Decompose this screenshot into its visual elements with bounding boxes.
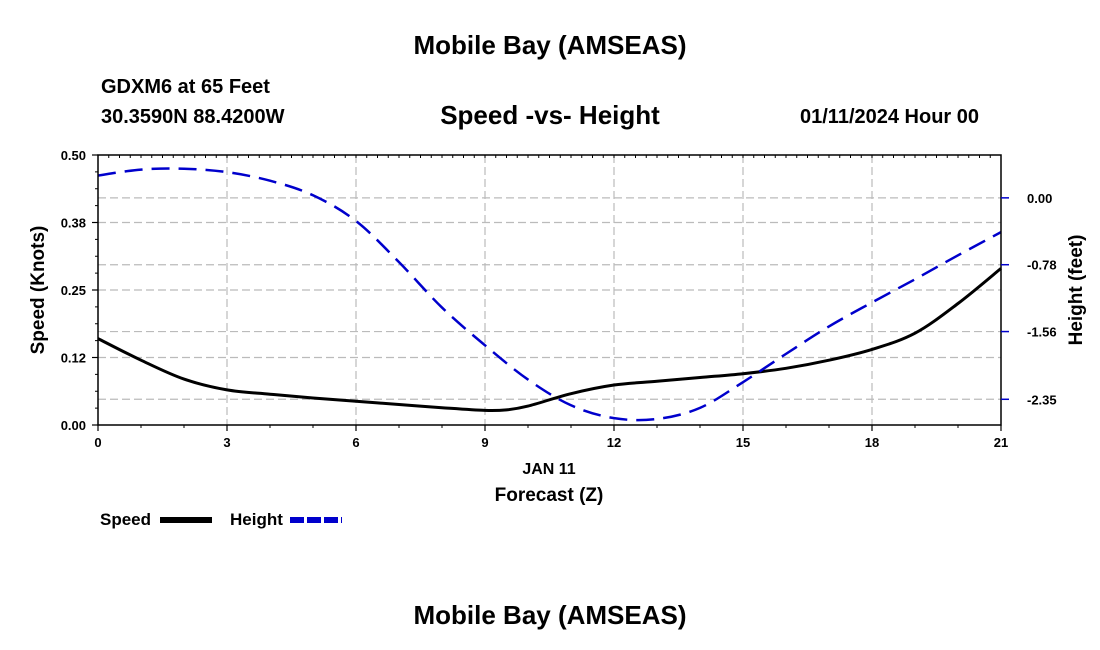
y2-axis-title: Height (feet) (1066, 235, 1087, 346)
x-tick-label: 21 (994, 435, 1008, 450)
date-label: 01/11/2024 Hour 00 (800, 106, 980, 128)
coordinates-label: 30.3590N 88.4200W (101, 106, 285, 128)
axis-tick-labels: 0 3 6 9 12 15 18 21 0.00 0.12 0.25 0.38 0.50 0.00 -0.7… (61, 148, 1057, 450)
legend-speed-label: Speed (100, 510, 151, 529)
axis-ticks (92, 154, 1009, 431)
y2-tick-label: 0.00 (1027, 191, 1052, 206)
x-tick-label: 0 (94, 435, 101, 450)
grid-lines (98, 155, 1001, 425)
y2-tick-label: -2.35 (1027, 392, 1057, 407)
series-lines (97, 167, 1002, 422)
x-tick-label: 9 (481, 435, 488, 450)
station-label: GDXM6 at 65 Feet (101, 76, 270, 98)
legend-height-label: Height (230, 510, 283, 529)
y-tick-label: 0.50 (61, 148, 86, 163)
y2-tick-label: -0.78 (1027, 258, 1057, 273)
y-tick-label: 0.00 (61, 418, 86, 433)
x-tick-label: 15 (736, 435, 750, 450)
y-tick-label: 0.25 (61, 283, 86, 298)
main-title: Mobile Bay (AMSEAS) (413, 30, 687, 60)
x-tick-label: 12 (607, 435, 621, 450)
x-tick-label: 3 (223, 435, 230, 450)
x-tick-label: 18 (865, 435, 879, 450)
chart-title: Speed -vs- Height (440, 100, 660, 130)
speed-series-line (97, 267, 1002, 413)
legend: Speed Height (100, 510, 342, 529)
y-tick-label: 0.38 (61, 216, 86, 231)
footer-title: Mobile Bay (AMSEAS) (413, 600, 687, 630)
y-tick-label: 0.12 (61, 351, 86, 366)
y-axis-title: Speed (Knots) (28, 226, 49, 355)
height-series-line (97, 167, 1002, 422)
y2-tick-label: -1.56 (1027, 325, 1057, 340)
x-tick-label: 6 (352, 435, 359, 450)
x-axis-title: Forecast (Z) (495, 485, 604, 506)
x-date-label: JAN 11 (522, 461, 575, 478)
